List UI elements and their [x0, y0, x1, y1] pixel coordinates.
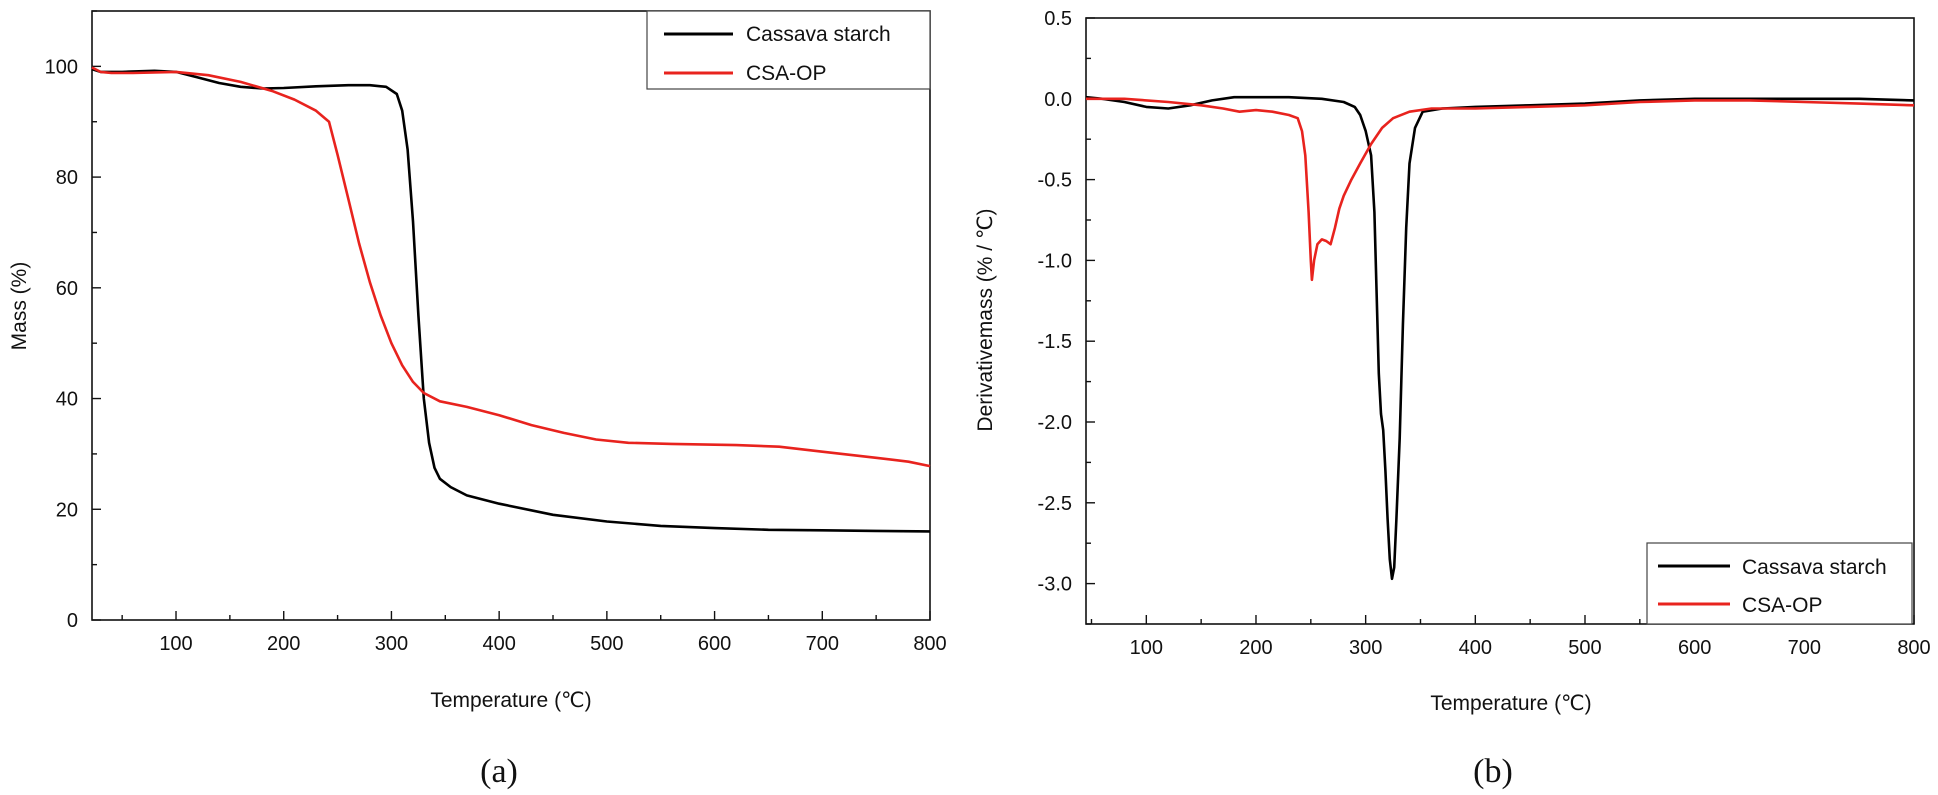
panel-b-y-tick-label-3: -1.5 [1038, 331, 1072, 353]
panel-a-x-tick-label-300: 300 [375, 633, 408, 655]
panel-b-x-tick-label-400: 400 [1459, 637, 1492, 659]
panel-a-y-axis-title: Mass (%) [8, 262, 31, 351]
panel-a-ticks [92, 10, 931, 621]
panel-b-x-tick-label-800: 800 [1897, 637, 1930, 659]
panel-a-x-tick-label-400: 400 [482, 633, 515, 655]
panel-b-y-tick-label-5: -0.5 [1038, 170, 1072, 192]
panel-b-x-tick-label-700: 700 [1788, 637, 1821, 659]
panel-b-y-tick-label-4: -1.0 [1038, 250, 1072, 272]
panel-b-x-tick-label-500: 500 [1568, 637, 1601, 659]
panel-a-x-tick-label-200: 200 [267, 633, 300, 655]
panel-a-legend-box [646, 10, 931, 90]
panel-a-series [91, 66, 931, 533]
panel-a-series-cassava-starch [91, 67, 931, 533]
panel-a-tick-labels: 100 200 300 400 500 600 700 800 0 20 40 60 80 100 [45, 56, 947, 655]
panel-a: 100 200 300 400 500 600 700 800 0 20 40 60 80 100 Cas… [8, 10, 947, 790]
panel-a-y-tick-label-5: 100 [45, 56, 78, 78]
panel-b-legend-label-cassava-starch: Cassava starch [1742, 556, 1887, 579]
panel-b-tick-labels: 100 200 300 400 500 600 700 800 -3.0 -2.5 -2.0 -1.5… [1038, 8, 1931, 659]
panel-b-series [1085, 95, 1915, 581]
panel-b-y-tick-label-7: 0.5 [1044, 8, 1072, 30]
panel-a-y-tick-label-2: 40 [56, 389, 78, 411]
panel-a-y-tick-label-0: 0 [67, 610, 78, 632]
panel-b-y-tick-label-2: -2.0 [1038, 412, 1072, 434]
panel-b-plot-frame [1085, 17, 1915, 625]
panel-b-legend-label-csa-op: CSA-OP [1742, 594, 1823, 617]
panel-a-legend-label-csa-op: CSA-OP [746, 62, 827, 85]
panel-b-series-csa-op [1086, 97, 1915, 282]
panel-a-x-tick-label-800: 800 [913, 633, 946, 655]
panel-b-y-axis-title: Derivativemass (% / ℃) [974, 208, 997, 431]
panel-a-x-tick-label-500: 500 [590, 633, 623, 655]
panel-b-x-tick-label-100: 100 [1130, 637, 1163, 659]
panel-b: 100 200 300 400 500 600 700 800 -3.0 -2.5 -2.0 -1.5… [974, 8, 1931, 790]
panel-b-series-cassava-starch [1085, 95, 1915, 581]
panel-a-plot-frame [91, 10, 931, 621]
panel-b-y-tick-label-6: 0.0 [1044, 89, 1072, 111]
panel-b-y-tick-label-1: -2.5 [1038, 493, 1072, 515]
panel-b-legend-box [1646, 542, 1913, 625]
panel-b-y-tick-label-0: -3.0 [1038, 574, 1072, 596]
panel-b-x-axis-title: Temperature (℃) [1430, 692, 1591, 715]
panel-a-legend-label-cassava-starch: Cassava starch [746, 23, 891, 46]
panel-a-legend: Cassava starch CSA-OP [646, 10, 931, 90]
panel-a-series-csa-op [91, 66, 931, 468]
panel-a-x-tick-label-700: 700 [806, 633, 839, 655]
panel-b-x-tick-label-200: 200 [1239, 637, 1272, 659]
panel-a-x-axis-title: Temperature (℃) [430, 689, 591, 712]
panel-b-label: (b) [1473, 753, 1513, 790]
panel-b-legend: Cassava starch CSA-OP [1646, 542, 1913, 625]
panel-a-y-tick-label-4: 80 [56, 167, 78, 189]
panel-a-y-tick-label-3: 60 [56, 278, 78, 300]
panel-a-label: (a) [480, 753, 518, 790]
panel-b-x-tick-label-300: 300 [1349, 637, 1382, 659]
panel-a-y-tick-label-1: 20 [56, 499, 78, 521]
panel-b-x-tick-label-600: 600 [1678, 637, 1711, 659]
panel-a-x-tick-label-600: 600 [698, 633, 731, 655]
panel-a-x-tick-label-100: 100 [159, 633, 192, 655]
